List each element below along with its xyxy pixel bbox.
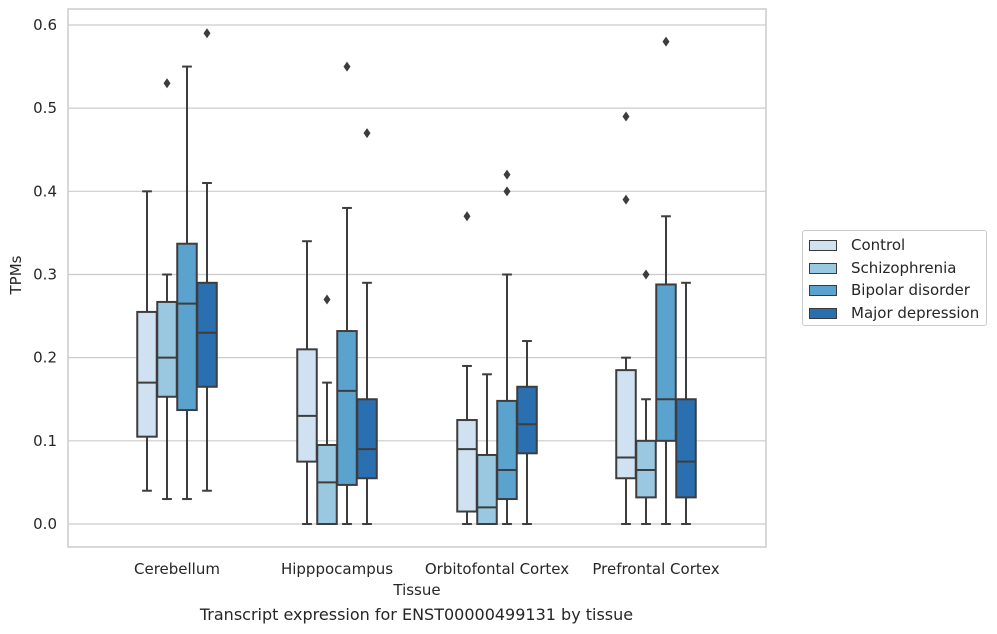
box-iqr <box>316 443 338 525</box>
outlier-point <box>662 36 670 47</box>
box-element <box>316 294 338 525</box>
legend-label-control: Control <box>851 236 906 254</box>
x-tick-label: Prefrontal Cortex <box>592 560 719 578</box>
box-element <box>136 190 158 492</box>
box-iqr <box>136 310 158 438</box>
box-element <box>635 269 657 525</box>
x-tick-label: Hipppocampus <box>281 560 393 578</box>
box-element <box>156 78 178 501</box>
legend-label-schizophrenia: Schizophrenia <box>851 259 957 277</box>
x-tick-label: Orbitofontal Cortex <box>425 560 569 578</box>
box-element <box>356 128 378 525</box>
box-element <box>296 240 318 525</box>
outlier-point <box>323 294 331 305</box>
box-element <box>476 373 498 525</box>
outlier-point <box>503 186 511 197</box>
outlier-point <box>622 194 630 205</box>
box-iqr <box>196 281 218 388</box>
y-tick-label: 0.3 <box>33 265 57 283</box>
box-iqr <box>356 398 378 480</box>
x-tick-labels: Cerebellum Hipppocampus Orbitofontal Corte… <box>134 560 720 578</box>
grid-layer <box>68 24 766 525</box>
y-tick-label: 0.1 <box>33 432 57 450</box>
box-iqr <box>496 399 518 501</box>
y-tick-label: 0.4 <box>33 182 57 200</box>
box-layer <box>136 28 697 525</box>
legend-swatch-schizophrenia <box>809 262 837 274</box>
outlier-point <box>363 128 371 139</box>
box-iqr <box>456 419 478 513</box>
box-element <box>456 211 478 525</box>
legend-item-control: Control <box>809 235 905 255</box>
y-tick-label: 0.2 <box>33 349 57 367</box>
box-element <box>655 36 677 525</box>
outlier-point <box>163 78 171 89</box>
outlier-point <box>203 28 211 39</box>
outlier-point <box>463 211 471 222</box>
x-tick-label: Cerebellum <box>134 560 220 578</box>
box-iqr <box>476 453 498 525</box>
y-tick-label: 0.0 <box>33 515 57 533</box>
box-element <box>496 169 518 525</box>
box-iqr <box>675 398 697 499</box>
legend-label-major-depression: Major depression <box>851 304 980 322</box>
box-iqr <box>176 242 198 412</box>
outlier-point <box>503 169 511 180</box>
box-element <box>336 61 358 525</box>
legend-swatch-major-depression <box>809 307 837 319</box>
legend-item-bipolar-disorder: Bipolar disorder <box>809 280 970 300</box>
box-element <box>196 28 218 492</box>
y-tick-labels: 0.0 0.1 0.2 0.3 0.4 0.5 0.6 <box>33 16 57 533</box>
y-tick-label: 0.6 <box>33 16 57 34</box>
legend: Control Schizophrenia Bipolar disorder M… <box>802 230 987 326</box>
box-iqr <box>615 369 637 480</box>
box-element <box>176 65 198 501</box>
legend-label-bipolar-disorder: Bipolar disorder <box>851 281 970 299</box>
legend-item-major-depression: Major depression <box>809 303 979 323</box>
box-element <box>675 281 697 525</box>
figure-caption: Transcript expression for ENST0000049913… <box>199 605 634 624</box>
x-axis-label: Tissue <box>392 581 440 599</box>
box-element <box>516 340 538 525</box>
plot-frame <box>67 8 767 548</box>
legend-item-schizophrenia: Schizophrenia <box>809 258 956 278</box>
box-iqr <box>516 385 538 455</box>
box-element <box>615 111 637 525</box>
outlier-point <box>622 111 630 122</box>
box-iqr <box>296 348 318 463</box>
y-axis-label: TPMs <box>7 255 25 295</box>
box-iqr <box>156 300 178 398</box>
legend-swatch-bipolar-disorder <box>809 284 837 296</box>
y-tick-label: 0.5 <box>33 99 57 117</box>
outlier-point <box>642 269 650 280</box>
outlier-point <box>343 61 351 72</box>
legend-swatch-control <box>809 239 837 251</box>
box-iqr <box>336 330 358 486</box>
box-iqr <box>655 283 677 442</box>
